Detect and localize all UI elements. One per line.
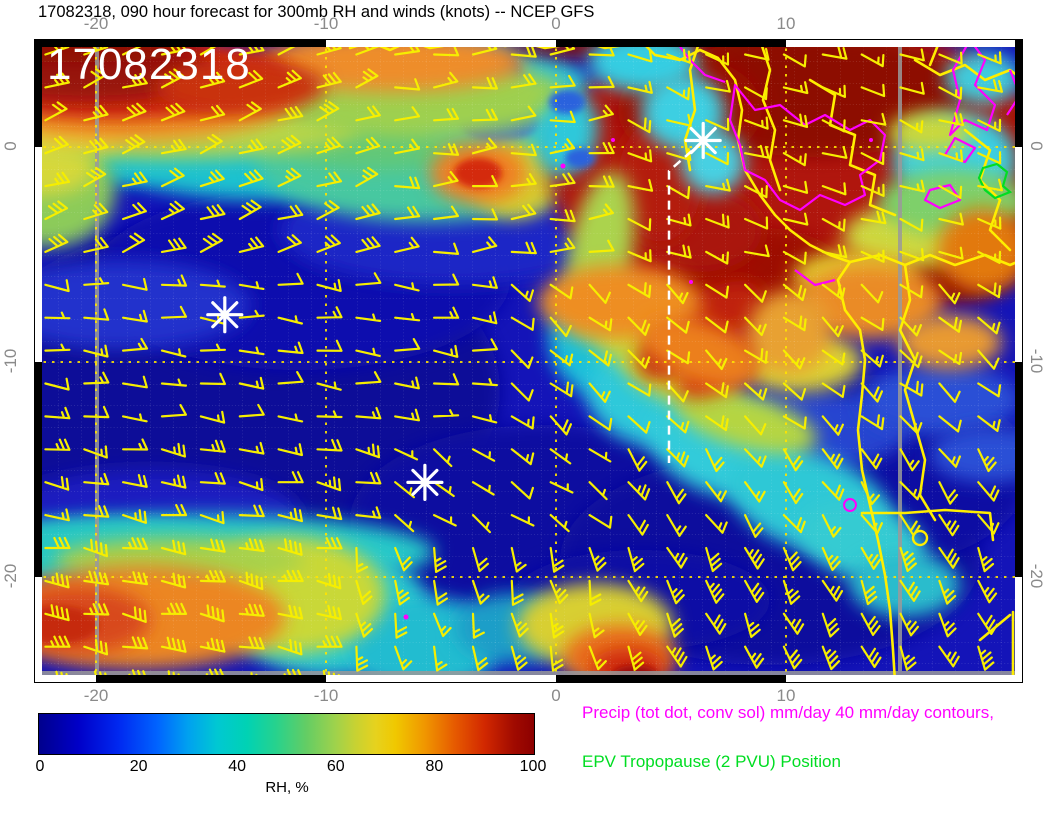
colorbar-tick: 80 bbox=[425, 758, 444, 775]
colorbar-tick: 0 bbox=[35, 758, 45, 775]
y-axis-tick-right: 0 bbox=[1027, 141, 1046, 151]
colorbar-label: RH, % bbox=[265, 779, 309, 796]
y-axis-tick-left: -20 bbox=[1, 563, 20, 589]
x-axis-tick-top: 0 bbox=[551, 14, 561, 33]
x-axis-tick-top: 10 bbox=[776, 14, 796, 33]
colorbar-tick: 60 bbox=[326, 758, 345, 775]
y-axis-tick-right: -20 bbox=[1027, 563, 1046, 589]
x-axis-tick-bottom: -20 bbox=[83, 686, 109, 705]
x-axis-tick-top: -10 bbox=[313, 14, 339, 33]
colorbar-tick: 100 bbox=[519, 758, 547, 775]
legend-precip: Precip (tot dot, conv sol) mm/day 40 mm/… bbox=[582, 703, 994, 722]
rh-wind-map: 17082318 bbox=[34, 39, 1023, 683]
y-axis-tick-right: -10 bbox=[1027, 348, 1046, 374]
colorbar-tick: 20 bbox=[129, 758, 148, 775]
asterisk-marker bbox=[684, 121, 722, 160]
x-axis-tick-bottom: -10 bbox=[313, 686, 339, 705]
y-axis-tick-left: -10 bbox=[1, 348, 20, 374]
asterisk-marker bbox=[406, 463, 444, 501]
model-run-overlay-label: 17082318 bbox=[47, 40, 251, 89]
page-title: 17082318, 090 hour forecast for 300mb RH… bbox=[38, 3, 595, 21]
rh-wind-map-canvas bbox=[35, 40, 1022, 682]
legend-epv: EPV Tropopause (2 PVU) Position bbox=[582, 752, 841, 771]
colorbar-tick: 40 bbox=[228, 758, 247, 775]
asterisk-marker bbox=[206, 296, 244, 334]
x-axis-tick-bottom: 0 bbox=[551, 686, 561, 705]
rh-colorbar bbox=[38, 713, 535, 755]
wind-barbs-layer bbox=[44, 40, 1022, 682]
x-axis-tick-top: -20 bbox=[83, 14, 109, 33]
y-axis-tick-left: 0 bbox=[1, 141, 20, 151]
x-axis-tick-bottom: 10 bbox=[776, 686, 796, 705]
